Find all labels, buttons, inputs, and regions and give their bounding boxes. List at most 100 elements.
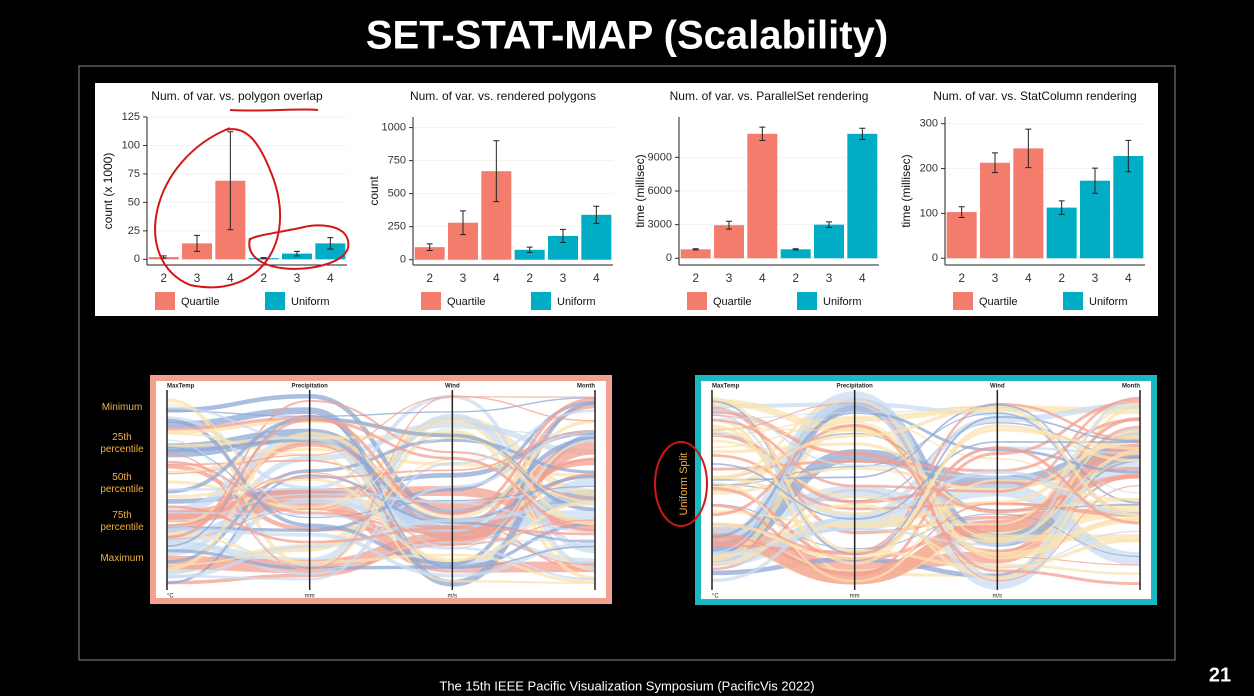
- ribbon: [166, 440, 596, 550]
- footer: The 15th IEEE Pacific Visualization Symp…: [439, 678, 814, 693]
- legend-swatch: [155, 292, 175, 310]
- y-tick-label: 3000: [648, 219, 672, 231]
- x-tick-label: 4: [327, 271, 334, 285]
- slide-title: SET-STAT-MAP (Scalability): [366, 14, 888, 58]
- bar: [1113, 156, 1144, 259]
- x-tick-label: 2: [792, 271, 799, 285]
- x-tick-label: 4: [593, 271, 600, 285]
- legend-swatch: [1063, 292, 1083, 310]
- error-bar: [1125, 139, 1132, 173]
- set-axis-label: MaxTemp: [712, 384, 740, 390]
- chart-title: Num. of var. vs. polygon overlap: [151, 89, 323, 103]
- annotation-circle: [248, 224, 350, 270]
- legend-swatch: [421, 292, 441, 310]
- error-bar: [859, 127, 866, 140]
- x-tick-label: 2: [260, 271, 267, 285]
- x-tick-label: 2: [958, 271, 965, 285]
- error-bar: [426, 243, 433, 251]
- ribbon: [166, 397, 596, 418]
- ribbon: [166, 418, 596, 539]
- x-tick-label: 4: [493, 271, 500, 285]
- x-tick-label: 3: [460, 271, 467, 285]
- ribbon: [711, 427, 1141, 555]
- ribbon: [711, 396, 1141, 555]
- legend-swatch: [687, 292, 707, 310]
- x-tick-label: 3: [992, 271, 999, 285]
- ribbon: [166, 522, 596, 570]
- ribbon: [166, 397, 596, 516]
- ribbon: [711, 423, 1141, 586]
- y-tick-label: 200: [920, 162, 938, 174]
- y-axis-label: count: [367, 176, 381, 206]
- ribbon: [166, 477, 596, 562]
- error-bar: [560, 228, 566, 244]
- set-axis-label: Precipitation: [836, 384, 873, 390]
- x-tick-label: 4: [227, 271, 234, 285]
- set-axis-unit: °C: [712, 594, 719, 600]
- y-tick-label: 100: [920, 207, 938, 219]
- error-bar: [759, 126, 766, 142]
- y-tick-label: 100: [122, 139, 140, 151]
- set-axis-label: Month: [577, 384, 595, 390]
- error-bar: [327, 237, 334, 250]
- set-axis-label: Precipitation: [291, 384, 328, 390]
- ribbon: [166, 427, 596, 566]
- y-axis-label: count (x 1000): [101, 153, 115, 230]
- error-bar: [227, 131, 234, 231]
- y-tick-label: 500: [388, 188, 406, 200]
- x-tick-label: 2: [426, 271, 433, 285]
- set-axis-label: Wind: [990, 384, 1005, 390]
- error-bar: [958, 206, 965, 218]
- ribbon: [166, 395, 596, 570]
- bar: [414, 247, 445, 260]
- error-bar: [194, 234, 200, 252]
- bar: [980, 162, 1010, 259]
- error-bar: [726, 220, 732, 230]
- error-bar: [792, 248, 799, 251]
- ribbon: [711, 441, 1141, 520]
- ribbon: [711, 421, 1141, 540]
- bar: [780, 249, 811, 259]
- y-tick-label: 25: [128, 225, 140, 237]
- bar: [548, 235, 578, 260]
- x-tick-label: 3: [194, 271, 201, 285]
- error-bar: [1092, 167, 1098, 194]
- y-tick-label: 300: [920, 118, 938, 130]
- ribbon: [166, 409, 596, 581]
- set-axis-unit: m/s: [447, 594, 457, 600]
- y-tick-label: 1000: [382, 121, 406, 133]
- page-number: 21: [1209, 664, 1231, 686]
- set-axis-label: Wind: [445, 384, 460, 390]
- chart-title: Num. of var. vs. StatColumn rendering: [933, 89, 1136, 103]
- x-tick-label: 4: [1125, 271, 1132, 285]
- bar: [847, 133, 878, 259]
- ribbon: [166, 414, 596, 569]
- legend-label: Quartile: [713, 296, 752, 308]
- y-tick-label: 75: [128, 168, 140, 180]
- x-tick-label: 2: [160, 271, 167, 285]
- legend-label: Quartile: [979, 296, 1018, 308]
- error-bar: [1025, 128, 1032, 169]
- bar: [680, 249, 711, 259]
- x-tick-label: 4: [1025, 271, 1032, 285]
- ribbon: [711, 479, 1141, 583]
- x-tick-label: 2: [1058, 271, 1065, 285]
- legend-label: Quartile: [447, 296, 486, 308]
- legend-swatch: [531, 292, 551, 310]
- quartile-label: Maximum: [100, 553, 144, 564]
- ribbon: [711, 403, 1141, 528]
- ribbon: [166, 396, 596, 475]
- quartile-label: Minimum: [101, 402, 143, 413]
- chart-title: Num. of var. vs. rendered polygons: [410, 89, 596, 103]
- y-tick-label: 750: [388, 155, 406, 167]
- y-tick-label: 50: [128, 196, 140, 208]
- set-axis-unit: °C: [167, 594, 174, 600]
- bar: [814, 224, 844, 259]
- x-tick-label: 3: [1092, 271, 1099, 285]
- ribbon: [166, 403, 596, 512]
- bar: [714, 225, 744, 259]
- error-bar: [826, 221, 832, 228]
- set-axis-label: Month: [1122, 384, 1140, 390]
- ribbon: [711, 470, 1141, 583]
- ribbon: [711, 399, 1141, 569]
